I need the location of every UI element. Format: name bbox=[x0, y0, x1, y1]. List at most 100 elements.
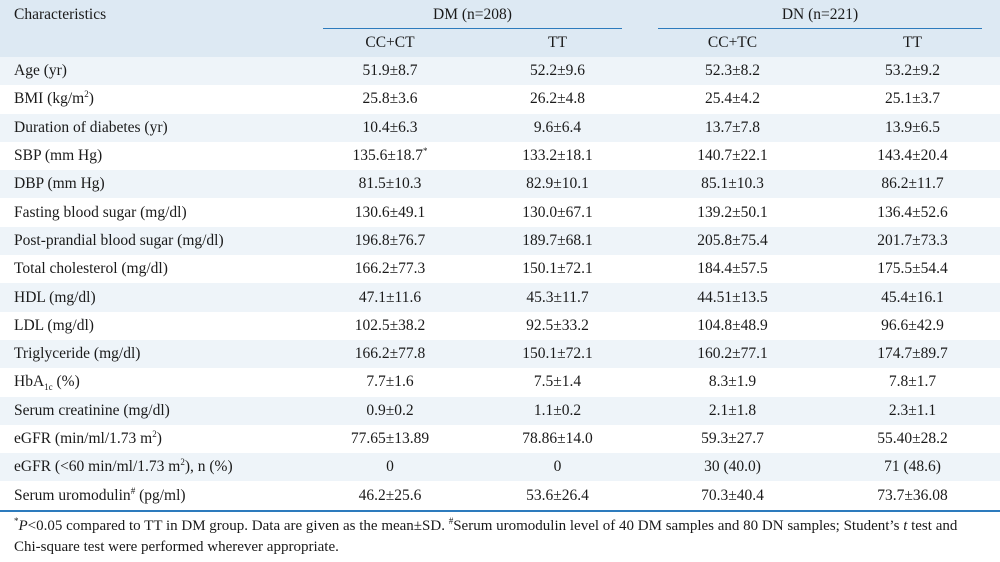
table-cell: 7.7±1.6 bbox=[305, 368, 475, 397]
header-characteristics: Characteristics bbox=[0, 0, 305, 29]
table-cell: 25.8±3.6 bbox=[305, 85, 475, 114]
header-group-dn-label: DN (n=221) bbox=[781, 5, 859, 23]
characteristics-table: Characteristics DM (n=208) DN (n=221) CC… bbox=[0, 0, 1000, 512]
footnote-text-2: Serum uromodulin level of 40 DM samples … bbox=[453, 517, 904, 534]
cell-value: 25.4±4.2 bbox=[705, 90, 761, 108]
table-cell: 26.2±4.8 bbox=[475, 85, 641, 114]
table-cell: 135.6±18.7* bbox=[305, 141, 475, 171]
cell-value: 96.6±42.9 bbox=[881, 316, 944, 334]
table-cell: 77.65±13.89 bbox=[305, 424, 475, 454]
cell-value: 189.7±68.1 bbox=[522, 231, 593, 249]
cell-value: 53.2±9.2 bbox=[885, 62, 941, 80]
cell-value: 82.9±10.1 bbox=[526, 175, 589, 193]
cell-value: 1.1±0.2 bbox=[533, 401, 582, 419]
table-cell: 45.3±11.7 bbox=[475, 283, 641, 312]
cell-value: 52.3±8.2 bbox=[705, 62, 761, 80]
row-label: Duration of diabetes (yr) bbox=[0, 113, 305, 142]
cell-value: 45.4±16.1 bbox=[881, 288, 944, 306]
cell-value: 44.51±13.5 bbox=[697, 288, 768, 306]
table-cell: 9.6±6.4 bbox=[475, 113, 641, 142]
footnote-p: P bbox=[18, 517, 28, 534]
table-cell: 130.6±49.1 bbox=[305, 198, 475, 227]
table-cell: 25.4±4.2 bbox=[640, 85, 826, 114]
table-cell: 45.4±16.1 bbox=[825, 283, 1000, 312]
row-label: Serum uromodulin# (pg/ml) bbox=[0, 481, 305, 512]
cell-value: 2.1±1.8 bbox=[708, 401, 757, 419]
row-label-superscript: 2 bbox=[152, 428, 157, 439]
table-cell: 53.6±26.4 bbox=[475, 481, 641, 512]
header-dm-tt: TT bbox=[475, 29, 641, 57]
footnote-text-1: <0.05 compared to TT in DM group. Data a… bbox=[27, 517, 449, 534]
table-cell: 30 (40.0) bbox=[640, 453, 826, 482]
header-row-groups: Characteristics DM (n=208) DN (n=221) bbox=[0, 0, 1000, 29]
table-cell: 205.8±75.4 bbox=[640, 226, 826, 256]
row-label: Age (yr) bbox=[0, 57, 305, 86]
header-row-subgroups: CC+CT TT CC+TC TT bbox=[0, 29, 1000, 57]
table-row: BMI (kg/m2) 25.8±3.6 26.2±4.8 25.4±4.2 25.1±… bbox=[0, 85, 1000, 114]
table-cell: 47.1±11.6 bbox=[305, 283, 475, 312]
cell-value: 150.1±72.1 bbox=[522, 345, 593, 363]
row-label: DBP (mm Hg) bbox=[0, 170, 305, 199]
cell-value: 85.1±10.3 bbox=[701, 175, 764, 193]
table-cell: 136.4±52.6 bbox=[825, 198, 1000, 227]
table-cell: 139.2±50.1 bbox=[640, 198, 826, 227]
cell-value: 102.5±38.2 bbox=[354, 316, 426, 334]
table-cell: 70.3±40.4 bbox=[640, 481, 826, 512]
table-cell: 10.4±6.3 bbox=[305, 113, 475, 142]
cell-value: 0.9±0.2 bbox=[366, 401, 414, 419]
cell-value: 136.4±52.6 bbox=[877, 203, 948, 221]
cell-value: 46.2±25.6 bbox=[358, 486, 422, 504]
cell-value: 160.2±77.1 bbox=[697, 345, 768, 363]
header-dn-cc-tc: CC+TC bbox=[640, 29, 826, 57]
row-label-superscript: 2 bbox=[180, 457, 185, 468]
row-label: eGFR (<60 min/ml/1.73 m2), n (%) bbox=[0, 453, 305, 482]
cell-value: 10.4±6.3 bbox=[362, 118, 418, 136]
cell-value: 26.2±4.8 bbox=[530, 90, 586, 108]
cell-value: 7.5±1.4 bbox=[533, 373, 582, 391]
table-row: HbA1c (%) 7.7±1.6 7.5±1.4 8.3±1.9 7.8±1.7 bbox=[0, 368, 1000, 397]
row-label-suffix: ) bbox=[88, 90, 94, 108]
cell-value: 51.9±8.7 bbox=[362, 62, 418, 80]
row-label: SBP (mm Hg) bbox=[0, 141, 305, 171]
table-cell: 44.51±13.5 bbox=[640, 283, 826, 312]
table-cell: 13.7±7.8 bbox=[640, 113, 826, 142]
table-cell: 174.7±89.7 bbox=[825, 339, 1000, 369]
cell-value: 139.2±50.1 bbox=[697, 203, 768, 221]
cell-value: 25.1±3.7 bbox=[885, 90, 941, 108]
table-cell: 150.1±72.1 bbox=[475, 255, 641, 284]
table-cell: 160.2±77.1 bbox=[640, 339, 826, 369]
table-row: SBP (mm Hg) 135.6±18.7* 133.2±18.1 140.7±22… bbox=[0, 141, 1000, 171]
table-cell: 133.2±18.1 bbox=[475, 141, 641, 171]
table-footnote: *P<0.05 compared to TT in DM group. Data… bbox=[0, 512, 984, 558]
header-empty-cell bbox=[0, 29, 305, 57]
table-row: Post-prandial blood sugar (mg/dl) 196.8±7… bbox=[0, 226, 1000, 256]
table-body: Age (yr) 51.9±8.7 52.2±9.6 52.3±8.2 53.2±9.2… bbox=[0, 57, 1000, 512]
row-label-text: eGFR (min/ml/1.73 m bbox=[14, 430, 153, 447]
cell-value: 140.7±22.1 bbox=[697, 147, 768, 165]
table-cell: 166.2±77.3 bbox=[305, 255, 475, 284]
cell-value: 174.7±89.7 bbox=[877, 345, 948, 363]
table-cell: 86.2±11.7 bbox=[825, 170, 1000, 199]
row-label: Serum creatinine (mg/dl) bbox=[0, 396, 305, 425]
cell-value: 71 (48.6) bbox=[884, 458, 941, 476]
cell-value: 0 bbox=[386, 458, 394, 476]
cell-value: 166.2±77.3 bbox=[354, 260, 426, 278]
table-cell: 52.3±8.2 bbox=[640, 57, 826, 86]
table-cell: 130.0±67.1 bbox=[475, 198, 641, 227]
row-label-suffix: (%) bbox=[52, 373, 80, 391]
row-label-subscript: 1c bbox=[44, 382, 53, 393]
cell-value: 13.7±7.8 bbox=[705, 118, 761, 136]
table-row: Total cholesterol (mg/dl) 166.2±77.3 150.1… bbox=[0, 255, 1000, 284]
row-label-superscript: # bbox=[130, 485, 136, 496]
footnote-hash: # bbox=[448, 515, 454, 526]
cell-value: 130.6±49.1 bbox=[354, 203, 426, 221]
table-cell: 189.7±68.1 bbox=[475, 226, 641, 256]
cell-value: 143.4±20.4 bbox=[877, 147, 948, 165]
row-label: HDL (mg/dl) bbox=[0, 283, 305, 312]
table-row: HDL (mg/dl) 47.1±11.6 45.3±11.7 44.51±13.5 4… bbox=[0, 283, 1000, 312]
row-label-text: Serum uromodulin bbox=[14, 486, 131, 504]
row-label-superscript: 2 bbox=[84, 89, 89, 100]
footnote-text-3: test and Chi-square test were performed … bbox=[14, 517, 958, 555]
table-cell: 143.4±20.4 bbox=[825, 141, 1000, 171]
table-row: Duration of diabetes (yr) 10.4±6.3 9.6±6.4… bbox=[0, 113, 1000, 142]
